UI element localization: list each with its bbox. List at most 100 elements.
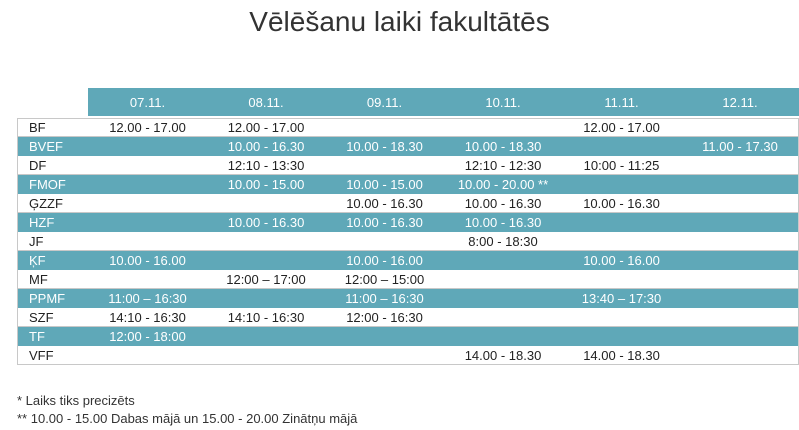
table-cell: [680, 175, 799, 194]
table-cell: 12:00 - 16:30: [325, 308, 444, 327]
table-cell: [206, 251, 326, 270]
table-cell: 11.00 - 17.30: [680, 137, 799, 156]
row-label: HZF: [17, 213, 88, 232]
table-cell: [680, 308, 799, 327]
row-label: PPMF: [17, 289, 88, 308]
table-cell: 12:00 – 15:00: [325, 270, 444, 289]
column-header: 09.11.: [325, 88, 444, 116]
table-cell: [562, 137, 681, 156]
row-label: DF: [17, 156, 88, 175]
title: Vēlēšanu laiki fakultātēs: [249, 6, 550, 37]
table-cell: 10.00 - 16.30: [562, 194, 681, 213]
table-cell: 10.00 - 16.30: [206, 137, 326, 156]
row-label: ĶF: [17, 251, 88, 270]
table-cell: [325, 327, 444, 346]
table-cell: 10.00 - 16.30: [443, 194, 563, 213]
table-cell: 10.00 - 16.30: [206, 213, 326, 232]
table-cell: [562, 327, 681, 346]
table-cell: [680, 251, 799, 270]
table-cell: [88, 137, 207, 156]
table-cell: [443, 308, 563, 327]
table-cell: 8:00 - 18:30: [443, 232, 563, 251]
table-cell: 12:10 - 13:30: [206, 156, 326, 175]
table-cell: [88, 270, 207, 289]
table-cell: [88, 194, 207, 213]
column-header: 11.11.: [562, 88, 681, 116]
table-cell: [88, 175, 207, 194]
table-cell: [680, 346, 799, 365]
table-cell: 10.00 - 18.30: [325, 137, 444, 156]
table-cell: [206, 194, 326, 213]
table-cell: 11:00 – 16:30: [88, 289, 207, 308]
table-cell: 10.00 - 15.00: [206, 175, 326, 194]
table-cell: 10.00 - 16.30: [443, 213, 563, 232]
table-cell: [680, 156, 799, 175]
table-cell: 10.00 - 16.00: [325, 251, 444, 270]
table-cell: [443, 289, 563, 308]
table-cell: 10.00 - 16.00: [88, 251, 207, 270]
table-cell: [680, 232, 799, 251]
table-cell: [562, 270, 681, 289]
table-cell: [680, 289, 799, 308]
table-cell: [562, 175, 681, 194]
table-cell: [443, 270, 563, 289]
table-cell: 12:00 - 18:00: [88, 327, 207, 346]
table-cell: 12.00 - 17.00: [88, 118, 207, 137]
table-cell: [206, 346, 326, 365]
column-header: 08.11.: [206, 88, 326, 116]
table-cell: [88, 156, 207, 175]
column-header: 07.11.: [88, 88, 207, 116]
table-cell: [206, 327, 326, 346]
table-cell: 10:00 - 11:25: [562, 156, 681, 175]
table-cell: [680, 327, 799, 346]
row-label: MF: [17, 270, 88, 289]
table-cell: 14:10 - 16:30: [206, 308, 326, 327]
row-label: SZF: [17, 308, 88, 327]
table-cell: 12:10 - 12:30: [443, 156, 563, 175]
table-cell: 14:10 - 16:30: [88, 308, 207, 327]
row-label: BF: [17, 118, 88, 137]
table-cell: [680, 118, 799, 137]
table-cell: [562, 213, 681, 232]
table-cell: [88, 213, 207, 232]
table-cell: 12:00 – 17:00: [206, 270, 326, 289]
table-cell: [325, 156, 444, 175]
table-cell: 11:00 – 16:30: [325, 289, 444, 308]
table-cell: [206, 289, 326, 308]
table-cell: 10.00 - 16.30: [325, 213, 444, 232]
table-cell: [325, 118, 444, 137]
table-cell: 13:40 – 17:30: [562, 289, 681, 308]
row-label: ĢZZF: [17, 194, 88, 213]
row-label: VFF: [17, 346, 88, 365]
table-cell: 10.00 - 20.00 **: [443, 175, 563, 194]
table-cell: 14.00 - 18.30: [443, 346, 563, 365]
table-cell: [562, 232, 681, 251]
footnote: * Laiks tiks precizēts: [17, 393, 135, 408]
column-header: 10.11.: [443, 88, 563, 116]
table-cell: [443, 327, 563, 346]
row-label: BVEF: [17, 137, 88, 156]
table-cell: 12.00 - 17.00: [562, 118, 681, 137]
table-cell: [206, 232, 326, 251]
row-label: TF: [17, 327, 88, 346]
table-cell: [562, 308, 681, 327]
table-cell: [325, 346, 444, 365]
table-cell: [88, 232, 207, 251]
table-cell: 10.00 - 18.30: [443, 137, 563, 156]
footnote: ** 10.00 - 15.00 Dabas mājā un 15.00 - 2…: [17, 411, 358, 426]
column-header: 12.11.: [680, 88, 799, 116]
table-cell: [443, 251, 563, 270]
table-cell: 10.00 - 16.00: [562, 251, 681, 270]
row-label: JF: [17, 232, 88, 251]
table-cell: [680, 194, 799, 213]
table-cell: 10.00 - 16.30: [325, 194, 444, 213]
table-cell: [680, 270, 799, 289]
table-cell: 14.00 - 18.30: [562, 346, 681, 365]
table-cell: [325, 232, 444, 251]
table-cell: [88, 346, 207, 365]
table-cell: [680, 213, 799, 232]
table-cell: [443, 118, 563, 137]
row-label: FMOF: [17, 175, 88, 194]
table-cell: 10.00 - 15.00: [325, 175, 444, 194]
